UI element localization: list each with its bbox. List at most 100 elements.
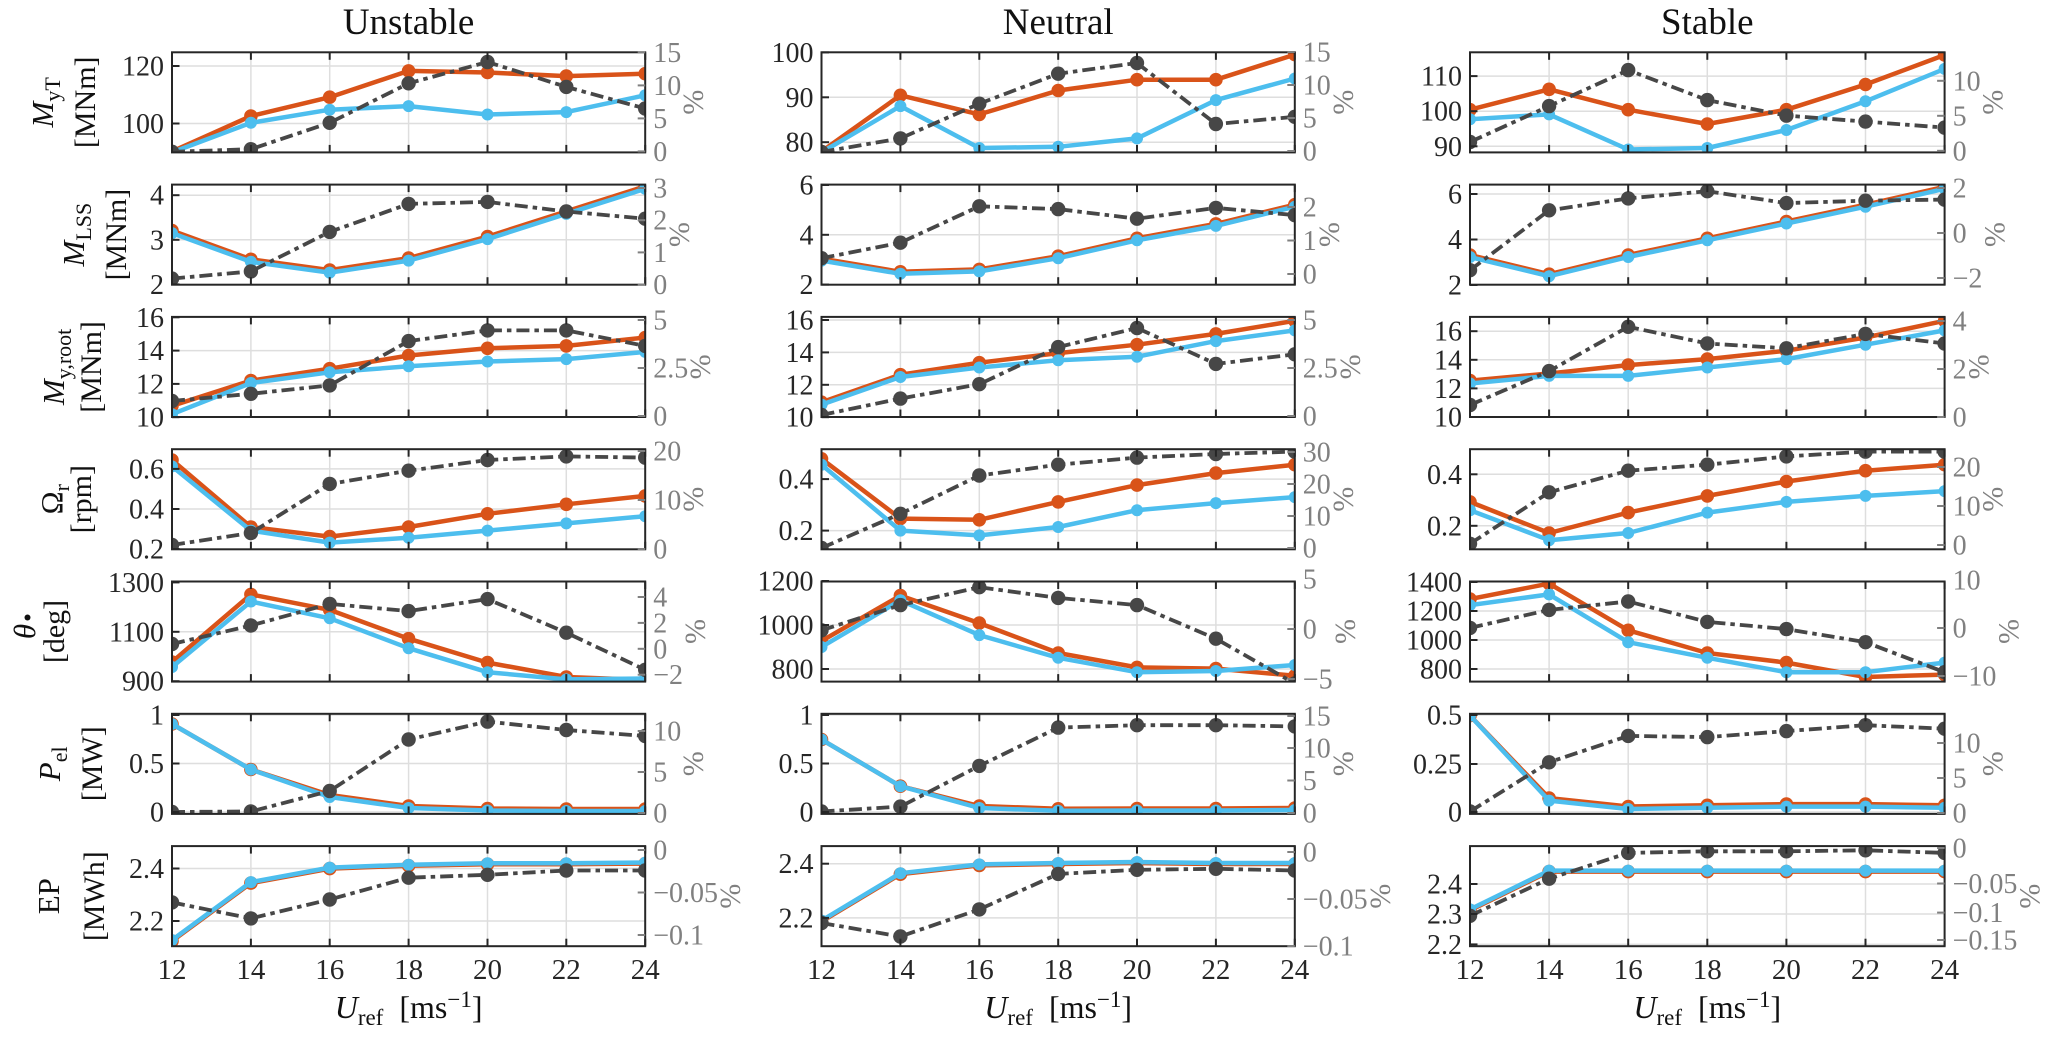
svg-text:2: 2 [653,608,667,639]
svg-text:−0.05: −0.05 [653,878,718,909]
svg-text:1: 1 [1303,226,1317,257]
svg-text:MLSS: MLSS [56,203,96,268]
svg-text:15: 15 [1303,38,1331,69]
svg-text:5: 5 [1953,101,1967,132]
svg-text:3: 3 [653,174,667,205]
svg-text:EP: EP [31,878,66,914]
svg-text:10: 10 [1434,403,1462,434]
svg-text:0: 0 [653,270,667,301]
svg-text:0: 0 [1953,799,1967,830]
svg-text:1300: 1300 [108,568,164,599]
svg-text:0.4: 0.4 [779,465,814,496]
svg-text:0: 0 [653,799,667,830]
svg-text:%: % [677,487,710,512]
svg-text:%: % [1977,487,2010,512]
svg-text:800: 800 [1420,655,1462,686]
svg-text:−10: −10 [1953,662,1997,693]
svg-text:Uref [ms−1]: Uref [ms−1] [984,987,1132,1030]
svg-text:[rpm]: [rpm] [65,465,98,533]
svg-text:10: 10 [653,71,681,102]
svg-text:%: % [1977,751,2010,776]
svg-text:100: 100 [122,109,164,140]
svg-text:24: 24 [631,954,661,986]
svg-text:−2: −2 [1953,264,1983,295]
svg-text:0: 0 [800,798,814,829]
svg-text:12: 12 [158,954,187,986]
svg-text:16: 16 [786,306,814,337]
svg-text:0: 0 [1303,838,1317,869]
svg-text:Ωr: Ωr [34,483,74,514]
svg-text:0: 0 [653,402,667,433]
svg-text:%: % [1327,487,1360,512]
svg-text:10: 10 [1303,71,1331,102]
svg-text:5: 5 [1303,104,1317,135]
svg-text:%: % [1327,90,1360,115]
svg-text:%: % [2014,884,2047,909]
svg-text:0: 0 [1303,137,1317,168]
svg-text:10: 10 [653,717,681,748]
svg-text:10: 10 [1303,734,1331,765]
svg-text:16: 16 [315,954,344,986]
svg-text:2: 2 [653,206,667,237]
svg-text:10: 10 [1953,66,1981,97]
svg-text:0.2: 0.2 [129,535,164,566]
svg-text:%: % [663,222,696,247]
svg-text:6: 6 [1448,180,1462,211]
svg-text:−0.1: −0.1 [1953,898,2004,929]
svg-text:0.6: 0.6 [129,454,164,485]
svg-text:My,root: My,root [36,329,76,406]
svg-text:5: 5 [1953,764,1967,795]
svg-text:4: 4 [1448,225,1462,256]
svg-text:[MNm]: [MNm] [100,189,133,281]
svg-text:−2: −2 [653,660,683,691]
svg-text:1000: 1000 [758,611,814,642]
svg-text:5: 5 [653,306,667,337]
svg-text:%: % [1313,222,1346,247]
svg-text:20: 20 [1303,470,1331,501]
svg-text:%: % [1993,619,2026,644]
svg-text:120: 120 [122,52,164,83]
svg-text:2.2: 2.2 [779,903,814,934]
svg-text:5: 5 [653,104,667,135]
svg-text:%: % [1963,354,1996,379]
svg-text:1: 1 [800,701,814,732]
svg-text:2.2: 2.2 [129,907,164,938]
svg-text:0.5: 0.5 [1427,701,1462,732]
svg-text:0: 0 [1303,260,1317,291]
svg-text:%: % [1364,884,1397,909]
svg-text:22: 22 [1201,954,1230,986]
svg-text:800: 800 [772,655,814,686]
svg-text:1100: 1100 [109,617,164,648]
svg-text:0: 0 [1953,403,1967,434]
svg-text:80: 80 [786,128,814,159]
svg-text:10: 10 [1953,492,1981,523]
svg-text:2.5: 2.5 [653,354,688,385]
svg-text:[MNm]: [MNm] [75,321,108,413]
svg-text:−0.1: −0.1 [1303,932,1354,963]
svg-text:10: 10 [653,486,681,517]
svg-text:0: 0 [1953,614,1967,645]
svg-text:14: 14 [236,954,266,986]
svg-text:Stable: Stable [1661,2,1753,43]
svg-text:12: 12 [1434,374,1462,405]
svg-text:12: 12 [136,369,164,400]
svg-text:18: 18 [1044,954,1073,986]
svg-text:0.25: 0.25 [1413,750,1462,781]
svg-text:10: 10 [1953,729,1981,760]
svg-text:%: % [1334,354,1367,379]
svg-text:2.3: 2.3 [1427,900,1462,931]
svg-text:2: 2 [800,270,814,301]
svg-text:2.4: 2.4 [1427,870,1462,901]
svg-text:−0.05: −0.05 [1303,885,1368,916]
svg-text:[MW]: [MW] [76,726,109,801]
svg-text:15: 15 [653,38,681,69]
svg-text:Uref [ms−1]: Uref [ms−1] [335,987,483,1030]
svg-text:12: 12 [1456,954,1485,986]
svg-text:%: % [1329,619,1362,644]
svg-text:30: 30 [1303,438,1331,469]
svg-text:4: 4 [1953,307,1967,338]
svg-text:%: % [677,90,710,115]
svg-text:20: 20 [653,437,681,468]
svg-text:0: 0 [653,137,667,168]
svg-text:2: 2 [1953,355,1967,386]
